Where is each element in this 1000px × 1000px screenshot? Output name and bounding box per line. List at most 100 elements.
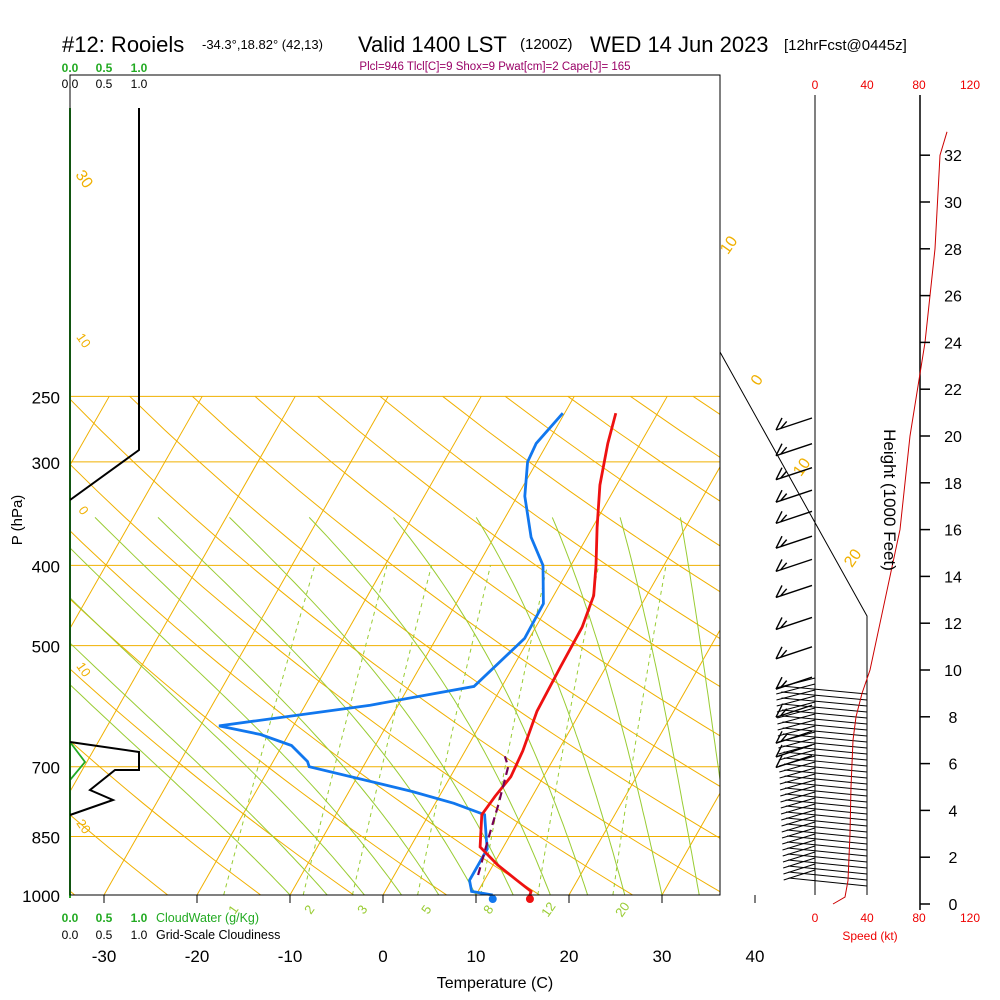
- barb-feather: [775, 755, 783, 768]
- dry-adiabat-line: [442, 395, 720, 593]
- pressure-axis-title: P (hPa): [9, 495, 26, 546]
- barb-staff: [775, 510, 813, 525]
- dry-adiabat-line: [70, 530, 540, 895]
- height-tick-label: 0: [949, 897, 958, 914]
- cloudiness-label: Grid-Scale Cloudiness: [156, 928, 280, 942]
- low-barb-staff: [783, 857, 816, 869]
- adiabat-label: 20: [73, 816, 94, 836]
- dry-adiabat-line: [70, 598, 447, 895]
- dry-adiabat-line: [129, 395, 720, 839]
- low-level-wind-barbs: [775, 677, 867, 887]
- dry-adiabat-line: [191, 395, 720, 787]
- temperature-tick-label: 20: [560, 947, 579, 966]
- dry-adiabat-line: [317, 395, 720, 688]
- dry-adiabat-line: [70, 740, 261, 895]
- speed-scale-bottom: 0: [812, 911, 819, 925]
- isotherm-line: [70, 396, 296, 793]
- low-barb-staff: [779, 767, 816, 779]
- speed-scale-bottom: 40: [860, 911, 874, 925]
- plot-frame: [69, 74, 721, 896]
- low-barb-feather: [787, 859, 867, 869]
- mixing-ratio-lines: [223, 565, 667, 895]
- speed-scale-top: 0: [812, 78, 819, 92]
- low-barb-feather: [784, 781, 867, 791]
- dry-adiabat-line: [70, 463, 633, 895]
- barb-feather: [780, 514, 788, 523]
- forecast-label: [12hrFcst@0445z]: [784, 37, 907, 54]
- low-barb-staff: [780, 791, 816, 803]
- cloudwater-scale-top: 0.0: [62, 61, 79, 75]
- low-barb-staff: [782, 833, 816, 845]
- cloudwater-scale-top: 1.0: [131, 61, 148, 75]
- pressure-tick-label: 1000: [22, 887, 60, 906]
- mixing-ratio-label: 20: [612, 899, 633, 919]
- moist-adiabats: [70, 517, 774, 895]
- low-barb-feather: [782, 721, 867, 731]
- barb-feather: [775, 676, 783, 690]
- speed-label: Speed (kt): [842, 929, 897, 943]
- low-barb-staff: [779, 773, 816, 785]
- temperature-line: [478, 412, 618, 896]
- low-barb-feather: [784, 775, 867, 785]
- low-barb-feather: [781, 709, 867, 719]
- mixing-ratio-line: [351, 565, 433, 895]
- low-barb-feather: [781, 697, 867, 707]
- moist-adiabat-line: [475, 517, 626, 895]
- mixing-ratio-label: 12: [538, 899, 559, 919]
- low-barb-feather: [788, 865, 867, 875]
- dry-adiabat-line: [70, 668, 354, 895]
- low-barb-staff: [779, 779, 816, 791]
- cloudiness-scale-top: 1.0: [131, 77, 148, 91]
- wind-barb: [775, 584, 813, 599]
- height-tick-label: 20: [944, 429, 962, 446]
- moist-adiabat-line: [735, 517, 774, 895]
- cloudiness-profile-low: [69, 741, 140, 816]
- isotherm-label: 20: [841, 546, 865, 570]
- barb-feather: [775, 417, 783, 431]
- temperature-tick-label: -30: [92, 947, 117, 966]
- low-barb-staff: [782, 839, 816, 851]
- moist-adiabat-line: [70, 642, 328, 895]
- low-barb-feather: [786, 829, 867, 839]
- low-barb-staff: [780, 797, 816, 809]
- isotherm-label: 0: [748, 372, 767, 389]
- isobars: [70, 395, 720, 896]
- low-barb-staff: [781, 821, 816, 833]
- height-tick-label: 30: [944, 195, 962, 212]
- isotherms: [70, 396, 720, 895]
- mixing-ratio-label: 8: [480, 902, 496, 917]
- surface-temperature-point: [525, 895, 534, 903]
- barb-feather: [775, 559, 783, 572]
- barb-staff: [775, 489, 813, 503]
- barb-staff: [775, 467, 813, 481]
- barb-feather: [780, 420, 788, 429]
- valid-date: WED 14 Jun 2023: [590, 32, 769, 57]
- low-barb-staff: [780, 785, 816, 797]
- mixing-ratio-line: [480, 565, 548, 895]
- low-barb-staff: [781, 809, 816, 821]
- low-barb-staff: [781, 827, 816, 839]
- isotherm-line: [661, 792, 720, 895]
- height-tick-label: 32: [944, 148, 962, 165]
- cloudwater-scale-bottom: 0.5: [96, 911, 113, 925]
- temperature-tick-label: -20: [185, 947, 210, 966]
- barb-feather: [775, 443, 783, 457]
- barb-feather: [780, 562, 788, 571]
- low-barb-staff: [778, 749, 816, 761]
- barb-feather: [780, 470, 788, 479]
- low-barb-feather: [786, 823, 867, 833]
- cloudwater-label: CloudWater (g/Kg): [156, 911, 259, 925]
- isotherm-line: [475, 465, 720, 895]
- speed-scale-top: 80: [912, 78, 926, 92]
- moist-adiabat-line: [619, 517, 700, 895]
- temperature-axis-title: Temperature (C): [437, 975, 553, 992]
- cloudwater-profile: [69, 741, 87, 781]
- adiabat-label: 10: [73, 330, 94, 350]
- barb-feather: [780, 446, 788, 455]
- barb-staff: [775, 535, 813, 549]
- isotherm-line: [568, 629, 720, 895]
- low-barb-feather: [787, 853, 867, 863]
- low-barb-staff: [778, 743, 816, 755]
- low-barb-feather: [784, 763, 867, 773]
